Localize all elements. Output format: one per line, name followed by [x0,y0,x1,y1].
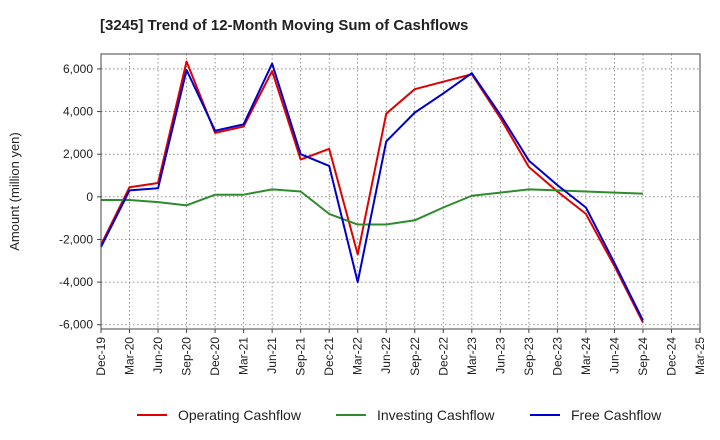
x-tick-label: Sep-20 [180,337,194,376]
x-axis-ticks: Dec-19 Mar-20 Jun-20 Sep-20 Dec-20 Mar-21 Jun-… [94,329,707,376]
legend-label-investing-cashflow: Investing Cashflow [377,407,495,423]
plot-area [100,53,701,330]
x-tick-label: Jun-24 [607,337,621,374]
x-tick-label: Mar-21 [237,337,251,375]
series-lines [100,60,644,324]
x-tick-label: Mar-25 [693,337,707,375]
x-tick-label: Sep-24 [636,337,650,376]
x-tick-label: Mar-23 [465,337,479,375]
x-tick-label: Sep-22 [408,337,422,376]
y-axis-ticks: 6,000 4,000 2,000 0 -2,000 -4,000 -6,000 [59,62,101,332]
y-tick-label: -4,000 [59,275,93,289]
x-tick-label: Dec-20 [208,337,222,376]
x-tick-label: Dec-24 [664,337,678,376]
chart-title: [3245] Trend of 12-Month Moving Sum of C… [100,17,468,34]
x-tick-label: Dec-19 [94,337,108,376]
y-tick-label: 4,000 [63,105,93,119]
x-tick-label: Jun-22 [379,337,393,374]
x-tick-label: Sep-23 [522,337,536,376]
series-line-investing-cashflow [101,188,643,226]
x-tick-label: Dec-21 [322,337,336,376]
x-tick-label: Mar-20 [123,337,137,375]
series-line-operating-cashflow [100,60,644,324]
y-tick-label: 6,000 [63,62,93,76]
grid [100,54,701,329]
x-tick-label: Jun-23 [493,337,507,374]
x-tick-label: Mar-22 [351,337,365,375]
x-tick-label: Dec-22 [436,337,450,376]
x-tick-label: Jun-21 [265,337,279,374]
legend-label-operating-cashflow: Operating Cashflow [178,407,302,423]
y-tick-label: -2,000 [59,232,93,246]
y-tick-label: 2,000 [63,147,93,161]
y-axis-label: Amount (million yen) [7,132,22,251]
y-tick-label: -6,000 [59,318,93,332]
x-tick-label: Jun-20 [151,337,165,374]
x-tick-label: Mar-24 [579,337,593,375]
y-tick-label: 0 [86,190,93,204]
x-tick-label: Sep-21 [294,337,308,376]
series-line-free-cashflow [100,62,644,321]
x-tick-label: Dec-23 [550,337,564,376]
legend-label-free-cashflow: Free Cashflow [571,407,662,423]
legend: Operating Cashflow Investing Cashflow Free… [137,407,662,423]
